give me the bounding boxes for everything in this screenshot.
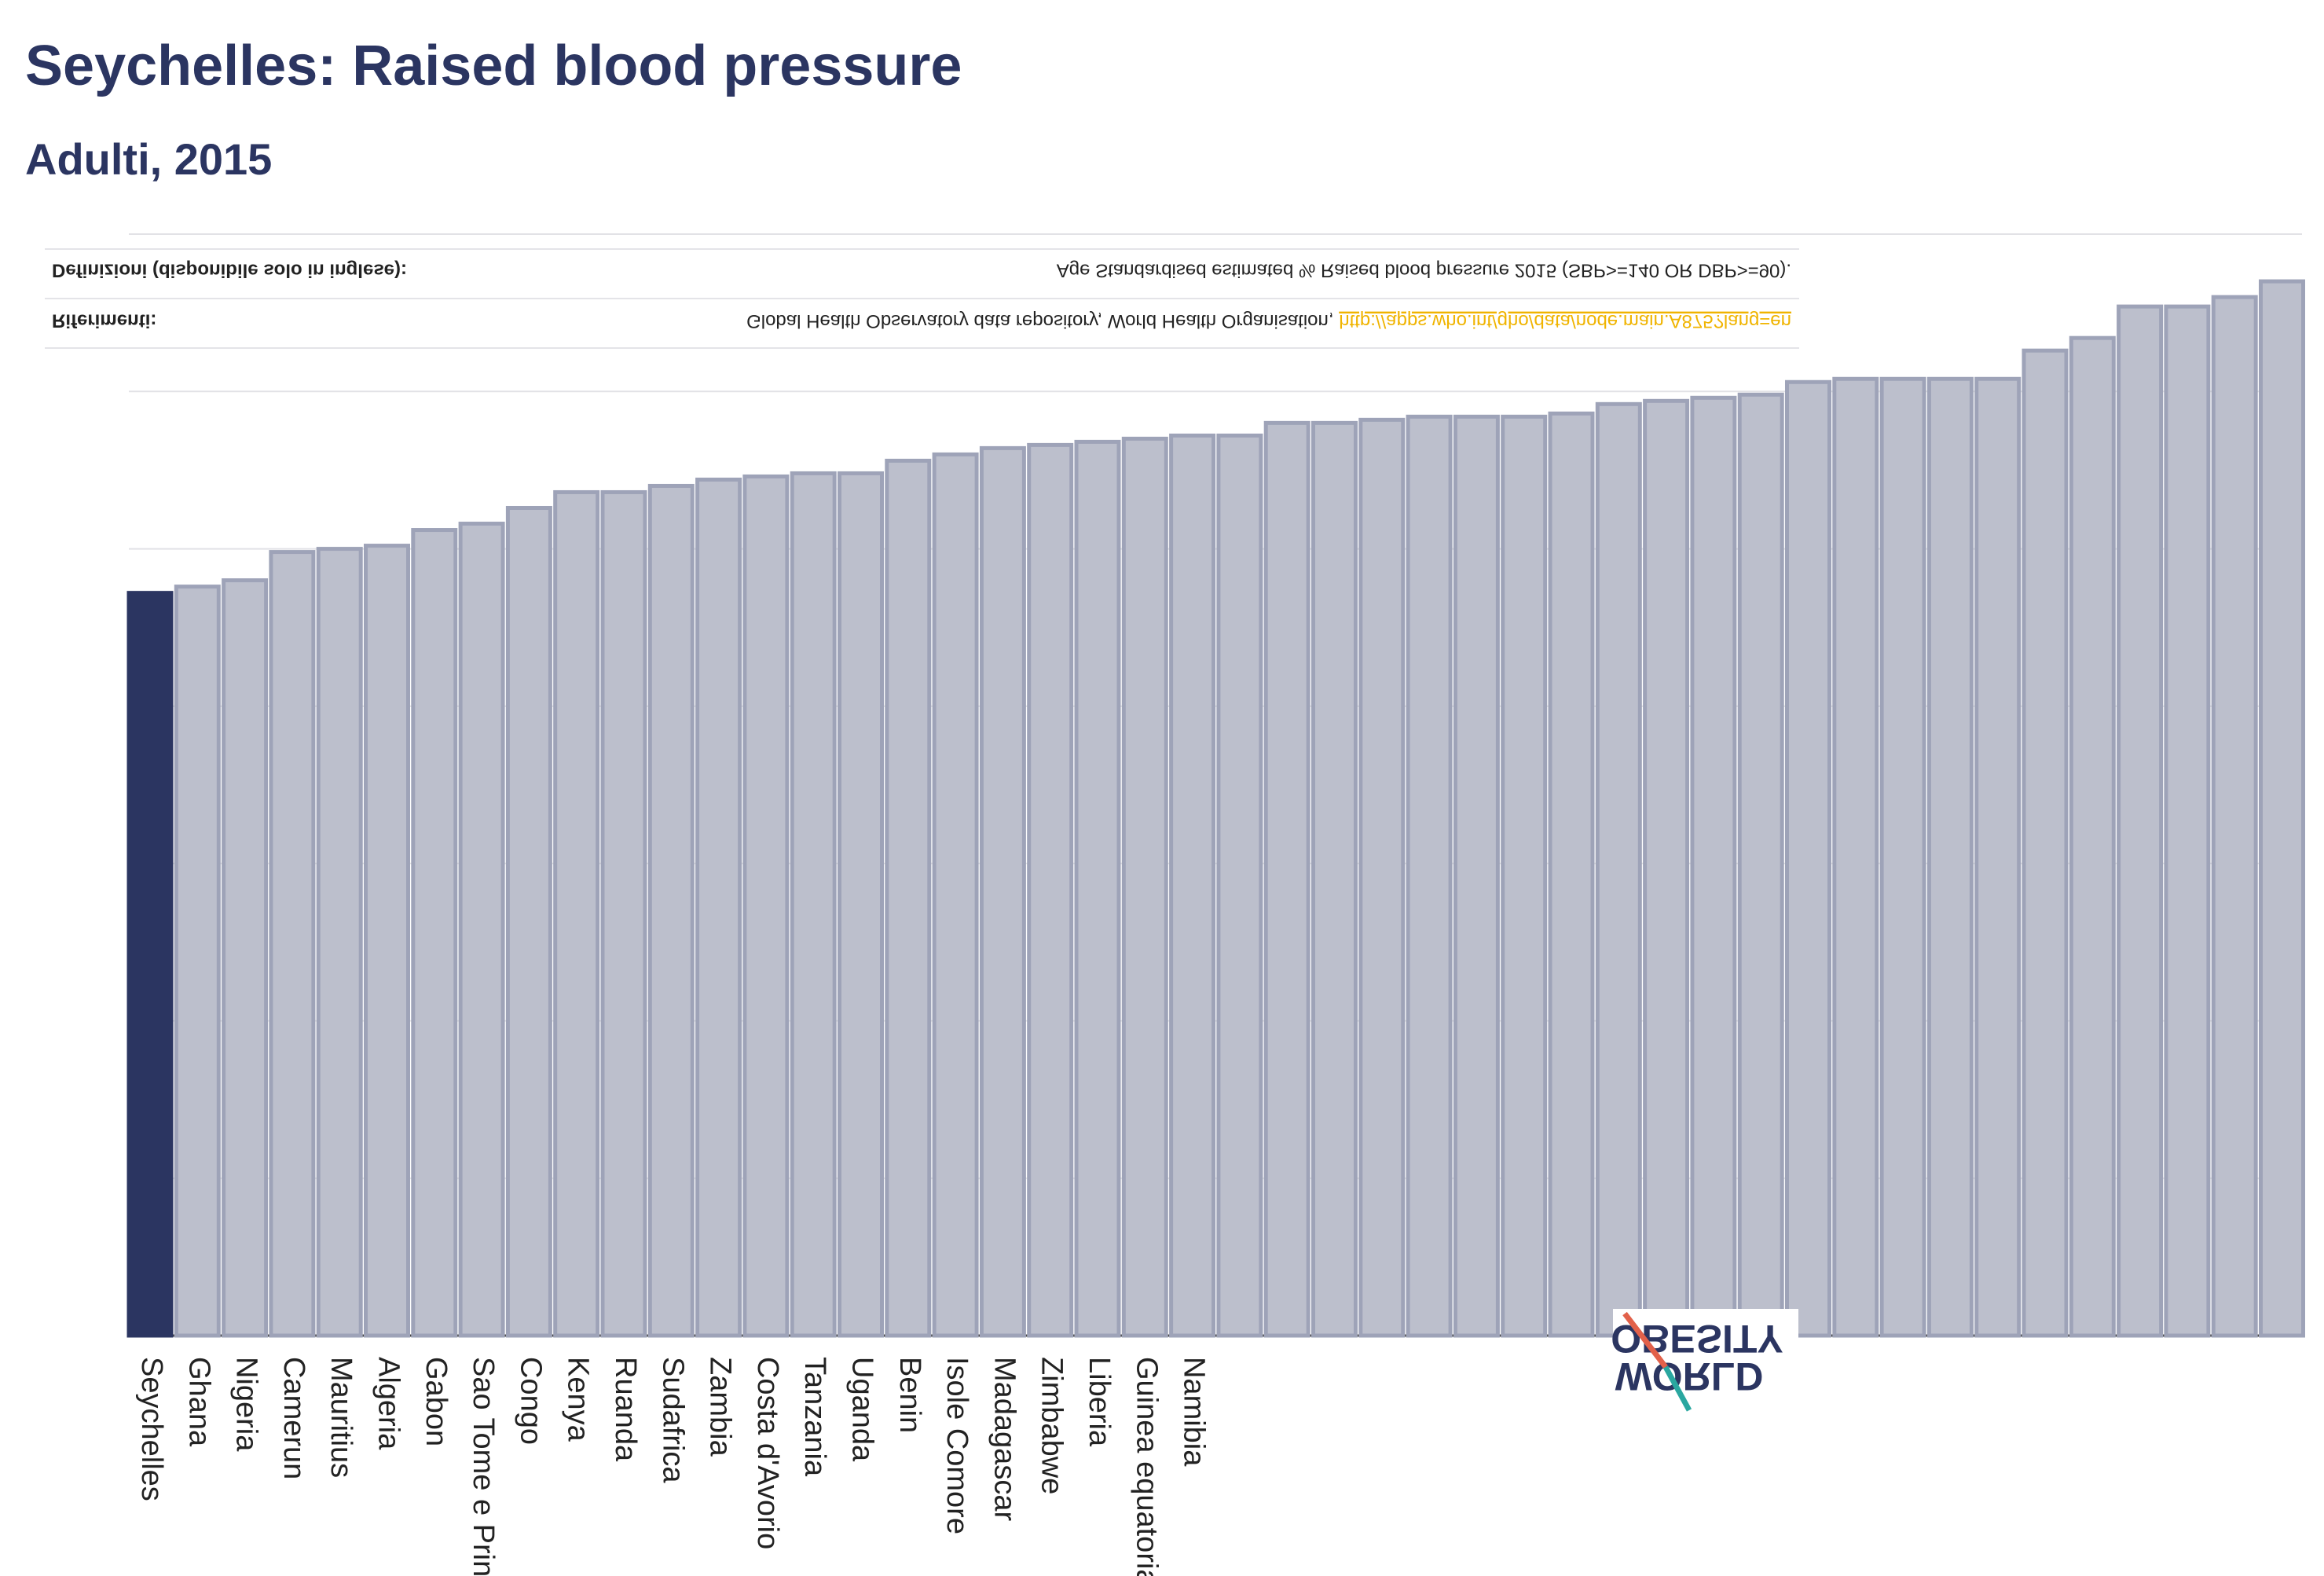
bar	[1737, 392, 1784, 1338]
tooltip-text-part: Global Health Observatory data repositor…	[746, 310, 1339, 332]
x-tick-label: Guinea equatoriale	[1130, 1357, 1163, 1576]
bar	[2211, 295, 2258, 1338]
x-tick-label: Camerun	[277, 1357, 310, 1479]
bar	[600, 489, 647, 1338]
x-tick-label: Costa d'Avorio	[751, 1357, 784, 1549]
logo-slash-red	[1622, 1311, 1668, 1369]
x-tick-label: Namibia	[1178, 1357, 1211, 1467]
logo-bg	[1613, 1309, 1798, 1409]
bar	[1832, 376, 1879, 1338]
bar	[647, 483, 695, 1338]
bar	[553, 489, 600, 1338]
bar	[1785, 379, 1831, 1338]
x-tick-label: Mauritius	[324, 1357, 357, 1478]
x-tick-label: Seychelles	[135, 1357, 168, 1501]
bar	[1027, 442, 1074, 1338]
bar	[222, 578, 269, 1338]
bar	[695, 477, 742, 1338]
bar	[1311, 420, 1358, 1338]
bar	[1453, 414, 1500, 1338]
bar	[1548, 411, 1595, 1338]
bar	[1926, 376, 1974, 1338]
bar	[2022, 348, 2069, 1338]
tooltip-text: Age Standardised estimated % Raised bloo…	[1057, 260, 1791, 281]
x-tick-label: Tanzania	[798, 1357, 831, 1477]
tooltip-label: Riferimenti:	[52, 310, 156, 332]
tooltip: Definizioni (disponibile solo in inglese…	[45, 248, 1799, 349]
bar	[2069, 335, 2116, 1338]
x-tick-label: Kenya	[562, 1357, 595, 1442]
bar	[1643, 398, 1690, 1338]
bar	[505, 505, 552, 1338]
x-tick-label: Uganda	[845, 1357, 878, 1462]
bar	[1879, 376, 1926, 1338]
x-tick-label: Congo	[514, 1357, 547, 1445]
x-tick-label: Zambia	[704, 1357, 737, 1457]
chart-title: Seychelles: Raised blood pressure	[25, 35, 962, 97]
bar	[885, 458, 932, 1338]
x-tick-label: Liberia	[1083, 1357, 1116, 1447]
tooltip-link: http://apps.who.int/gho/data/node.main.A…	[1339, 310, 1791, 332]
bar	[1358, 417, 1406, 1338]
bar	[742, 474, 790, 1338]
bar	[1216, 433, 1263, 1338]
bar	[316, 547, 363, 1338]
logo-bottom: OBESITY	[1611, 1317, 1783, 1361]
bar	[1501, 414, 1548, 1338]
bar	[458, 522, 505, 1338]
logo-top: WORLD	[1615, 1354, 1764, 1398]
logo-slash-teal	[1662, 1365, 1692, 1412]
x-tick-label: Sudafrica	[656, 1357, 689, 1483]
chart-subtitle: Adulti, 2015	[25, 134, 272, 184]
bar	[364, 544, 410, 1338]
bar	[790, 471, 837, 1338]
x-tick-label: Benin	[893, 1357, 926, 1433]
bar	[1074, 439, 1121, 1338]
bar	[126, 591, 174, 1338]
bar	[2259, 279, 2305, 1338]
x-tick-label: Ghana	[182, 1357, 215, 1447]
x-tick-label: Algeria	[372, 1357, 405, 1450]
bar	[1406, 414, 1453, 1338]
bar	[1263, 420, 1310, 1338]
bar	[932, 452, 979, 1338]
bar	[1169, 433, 1216, 1338]
bar	[411, 528, 458, 1338]
tooltip-label: Definizioni (disponibile solo in inglese…	[52, 260, 407, 281]
bar	[1974, 376, 2022, 1338]
bar	[174, 585, 221, 1338]
x-tick-label: Sao Tome e Principe	[467, 1357, 500, 1576]
bar	[2164, 304, 2211, 1338]
x-tick-label: Zimbabwe	[1036, 1357, 1069, 1494]
bar	[838, 471, 884, 1338]
bar	[979, 445, 1026, 1338]
bar	[269, 550, 316, 1338]
bar	[1595, 401, 1642, 1338]
x-tick-label: Madagascar	[988, 1357, 1021, 1521]
x-tick-label: Nigeria	[230, 1357, 263, 1452]
bar	[1121, 436, 1168, 1338]
x-tick-label: Ruanda	[609, 1357, 642, 1462]
x-tick-label: Gabon	[420, 1357, 453, 1446]
tooltip-text: Global Health Observatory data repositor…	[746, 310, 1791, 332]
bar	[1690, 395, 1737, 1338]
x-tick-label: Isole Comore	[940, 1357, 973, 1534]
bar	[2117, 304, 2164, 1338]
